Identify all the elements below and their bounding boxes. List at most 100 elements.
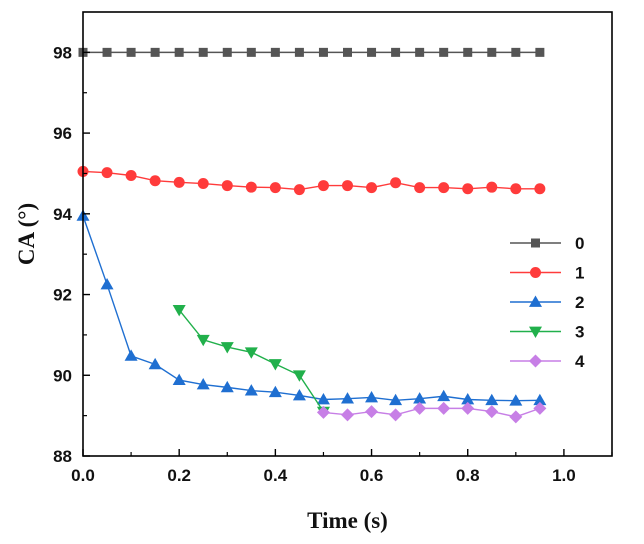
data-point-series-0 (439, 47, 449, 57)
data-point-series-3 (292, 370, 306, 382)
data-point-series-2 (316, 392, 330, 405)
data-point-series-2 (268, 385, 282, 398)
data-point-series-2 (100, 277, 114, 290)
data-point-series-1 (125, 169, 137, 181)
data-point-series-1 (486, 181, 498, 193)
data-point-series-0 (150, 47, 160, 57)
data-point-series-3 (268, 359, 282, 371)
data-point-series-2 (533, 393, 547, 406)
data-point-series-1 (221, 180, 233, 192)
axes-layer: 0.0 0.2 0.4 0.6 0.8 1.0 88 90 92 94 96 98 (53, 11, 613, 485)
data-point-series-2 (292, 388, 306, 401)
data-point-series-0 (463, 47, 473, 57)
data-point-series-0 (391, 47, 401, 57)
data-point-series-1 (390, 177, 402, 189)
data-point-series-4 (413, 401, 427, 415)
data-point-series-1 (317, 180, 329, 192)
legend-label-3: 3 (575, 323, 584, 342)
data-point-series-1 (414, 182, 426, 194)
data-point-series-2 (244, 384, 258, 396)
series-2 (76, 209, 547, 406)
x-tick-label: 1.0 (552, 466, 576, 485)
y-axis-title: CA (°) (14, 203, 39, 265)
data-point-series-0 (126, 47, 136, 57)
series-1 (77, 165, 546, 196)
data-point-series-0 (367, 47, 377, 57)
legend-label-4: 4 (575, 352, 585, 371)
data-point-series-1 (245, 181, 257, 193)
data-point-series-4 (341, 408, 354, 422)
data-point-series-3 (196, 334, 210, 347)
data-point-series-3 (172, 305, 186, 317)
data-point-series-3 (220, 342, 234, 354)
legend-marker-0 (531, 238, 540, 248)
data-point-series-1 (293, 184, 305, 196)
x-tick-label: 0.2 (167, 466, 191, 485)
x-tick-label: 0.8 (456, 466, 480, 485)
data-point-series-0 (102, 47, 112, 57)
data-point-series-2 (389, 393, 403, 406)
legend-marker-1 (530, 267, 541, 278)
data-point-series-1 (197, 178, 209, 190)
data-point-series-1 (269, 182, 281, 194)
data-point-series-0 (174, 47, 184, 57)
legend-item-0: 0 (510, 234, 584, 253)
data-point-series-1 (510, 183, 522, 195)
legend: 0 1 2 3 4 (510, 234, 585, 371)
data-point-series-1 (101, 167, 113, 179)
data-point-series-4 (485, 405, 499, 419)
data-point-series-2 (509, 394, 523, 406)
data-point-series-2 (485, 393, 499, 406)
data-point-series-1 (149, 175, 161, 187)
data-point-series-3 (244, 347, 258, 359)
data-point-series-2 (148, 357, 162, 370)
x-tick-label: 0.4 (264, 466, 288, 485)
legend-item-2: 2 (510, 293, 584, 312)
legend-item-3: 3 (510, 323, 584, 342)
data-point-series-0 (511, 47, 521, 57)
data-point-series-0 (294, 47, 304, 57)
data-point-series-2 (196, 378, 210, 390)
plot-frame (82, 11, 613, 457)
series-3 (172, 305, 330, 419)
data-point-series-2 (172, 373, 186, 385)
y-tick-label: 96 (53, 124, 72, 143)
data-point-series-2 (220, 380, 234, 393)
data-point-series-4 (316, 405, 330, 419)
series-line-4 (323, 407, 541, 418)
y-tick-label: 92 (53, 286, 72, 305)
series-0 (78, 47, 545, 57)
legend-label-0: 0 (575, 234, 584, 253)
y-tick-label: 94 (53, 205, 72, 224)
legend-marker-2 (529, 295, 542, 307)
data-point-series-2 (413, 392, 427, 404)
series-layer (76, 47, 547, 424)
data-point-series-4 (533, 401, 547, 415)
data-point-series-4 (365, 405, 379, 419)
data-point-series-0 (318, 47, 328, 57)
legend-item-1: 1 (510, 264, 584, 283)
data-point-series-1 (462, 183, 474, 195)
data-point-series-2 (341, 392, 354, 404)
data-point-series-2 (124, 349, 138, 361)
data-point-series-1 (366, 182, 378, 194)
data-point-series-0 (270, 47, 280, 57)
data-point-series-4 (461, 401, 475, 415)
data-point-series-2 (461, 392, 475, 405)
legend-item-4: 4 (510, 352, 585, 371)
data-point-series-0 (343, 47, 352, 57)
data-point-series-4 (389, 408, 403, 422)
data-point-series-0 (198, 47, 208, 57)
data-point-series-2 (437, 389, 451, 402)
series-4 (316, 401, 547, 424)
data-point-series-0 (222, 47, 232, 57)
data-point-series-1 (438, 182, 450, 194)
legend-label-2: 2 (575, 293, 584, 312)
y-tick-label: 88 (53, 447, 72, 466)
legend-marker-3 (529, 326, 542, 338)
y-tick-label: 98 (53, 43, 72, 62)
data-point-series-4 (437, 401, 451, 415)
data-point-series-0 (487, 47, 497, 57)
